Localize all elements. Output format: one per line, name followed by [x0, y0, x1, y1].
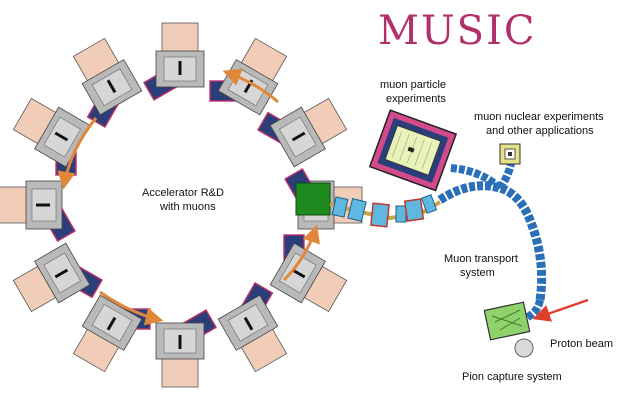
muon-transport-system [437, 157, 547, 322]
rf-cavity [295, 182, 331, 216]
sector-slot [178, 335, 182, 349]
ring-arrow-top [222, 68, 280, 104]
sector-slot [243, 316, 254, 331]
muon-particle-label-1: muon particle [380, 79, 446, 91]
ring-arrow-bottom [99, 290, 164, 326]
ring-arrow-right [282, 224, 320, 282]
ring-center-label-2: with muons [159, 201, 216, 213]
ring-center-label-1: Accelerator R&D [142, 187, 224, 199]
pion-capture-system [483, 301, 534, 358]
muon-transport-label-2: system [460, 267, 495, 279]
sector-slot [291, 131, 306, 142]
muon-nuclear-target [499, 143, 521, 165]
muon-particle-label-2: experiments [386, 93, 446, 105]
muon-nuclear-label-1: muon nuclear experiments [474, 111, 604, 123]
sector-slot [291, 268, 306, 279]
sector-housing [161, 356, 199, 388]
sector-slot [106, 316, 117, 331]
proton-beam-arrow [532, 298, 589, 322]
page-title: MUSIC [378, 8, 536, 54]
sector-housing [0, 186, 29, 224]
muon-particle-detector [368, 109, 458, 192]
ring-arrow-left [57, 117, 98, 190]
sector-housing [161, 22, 199, 54]
injection-beamline [329, 194, 442, 228]
sector-slot [106, 79, 117, 94]
pion-capture-label: Pion capture system [462, 371, 562, 383]
muon-nuclear-label-2: and other applications [486, 125, 594, 137]
muon-transport-label-1: Muon transport [444, 253, 518, 265]
sector-slot [178, 61, 182, 75]
ring-sector [0, 148, 77, 230]
sector-slot [36, 203, 50, 207]
proton-beam-label: Proton beam [550, 338, 613, 350]
sector-slot [54, 131, 69, 142]
sector-slot [54, 268, 69, 279]
